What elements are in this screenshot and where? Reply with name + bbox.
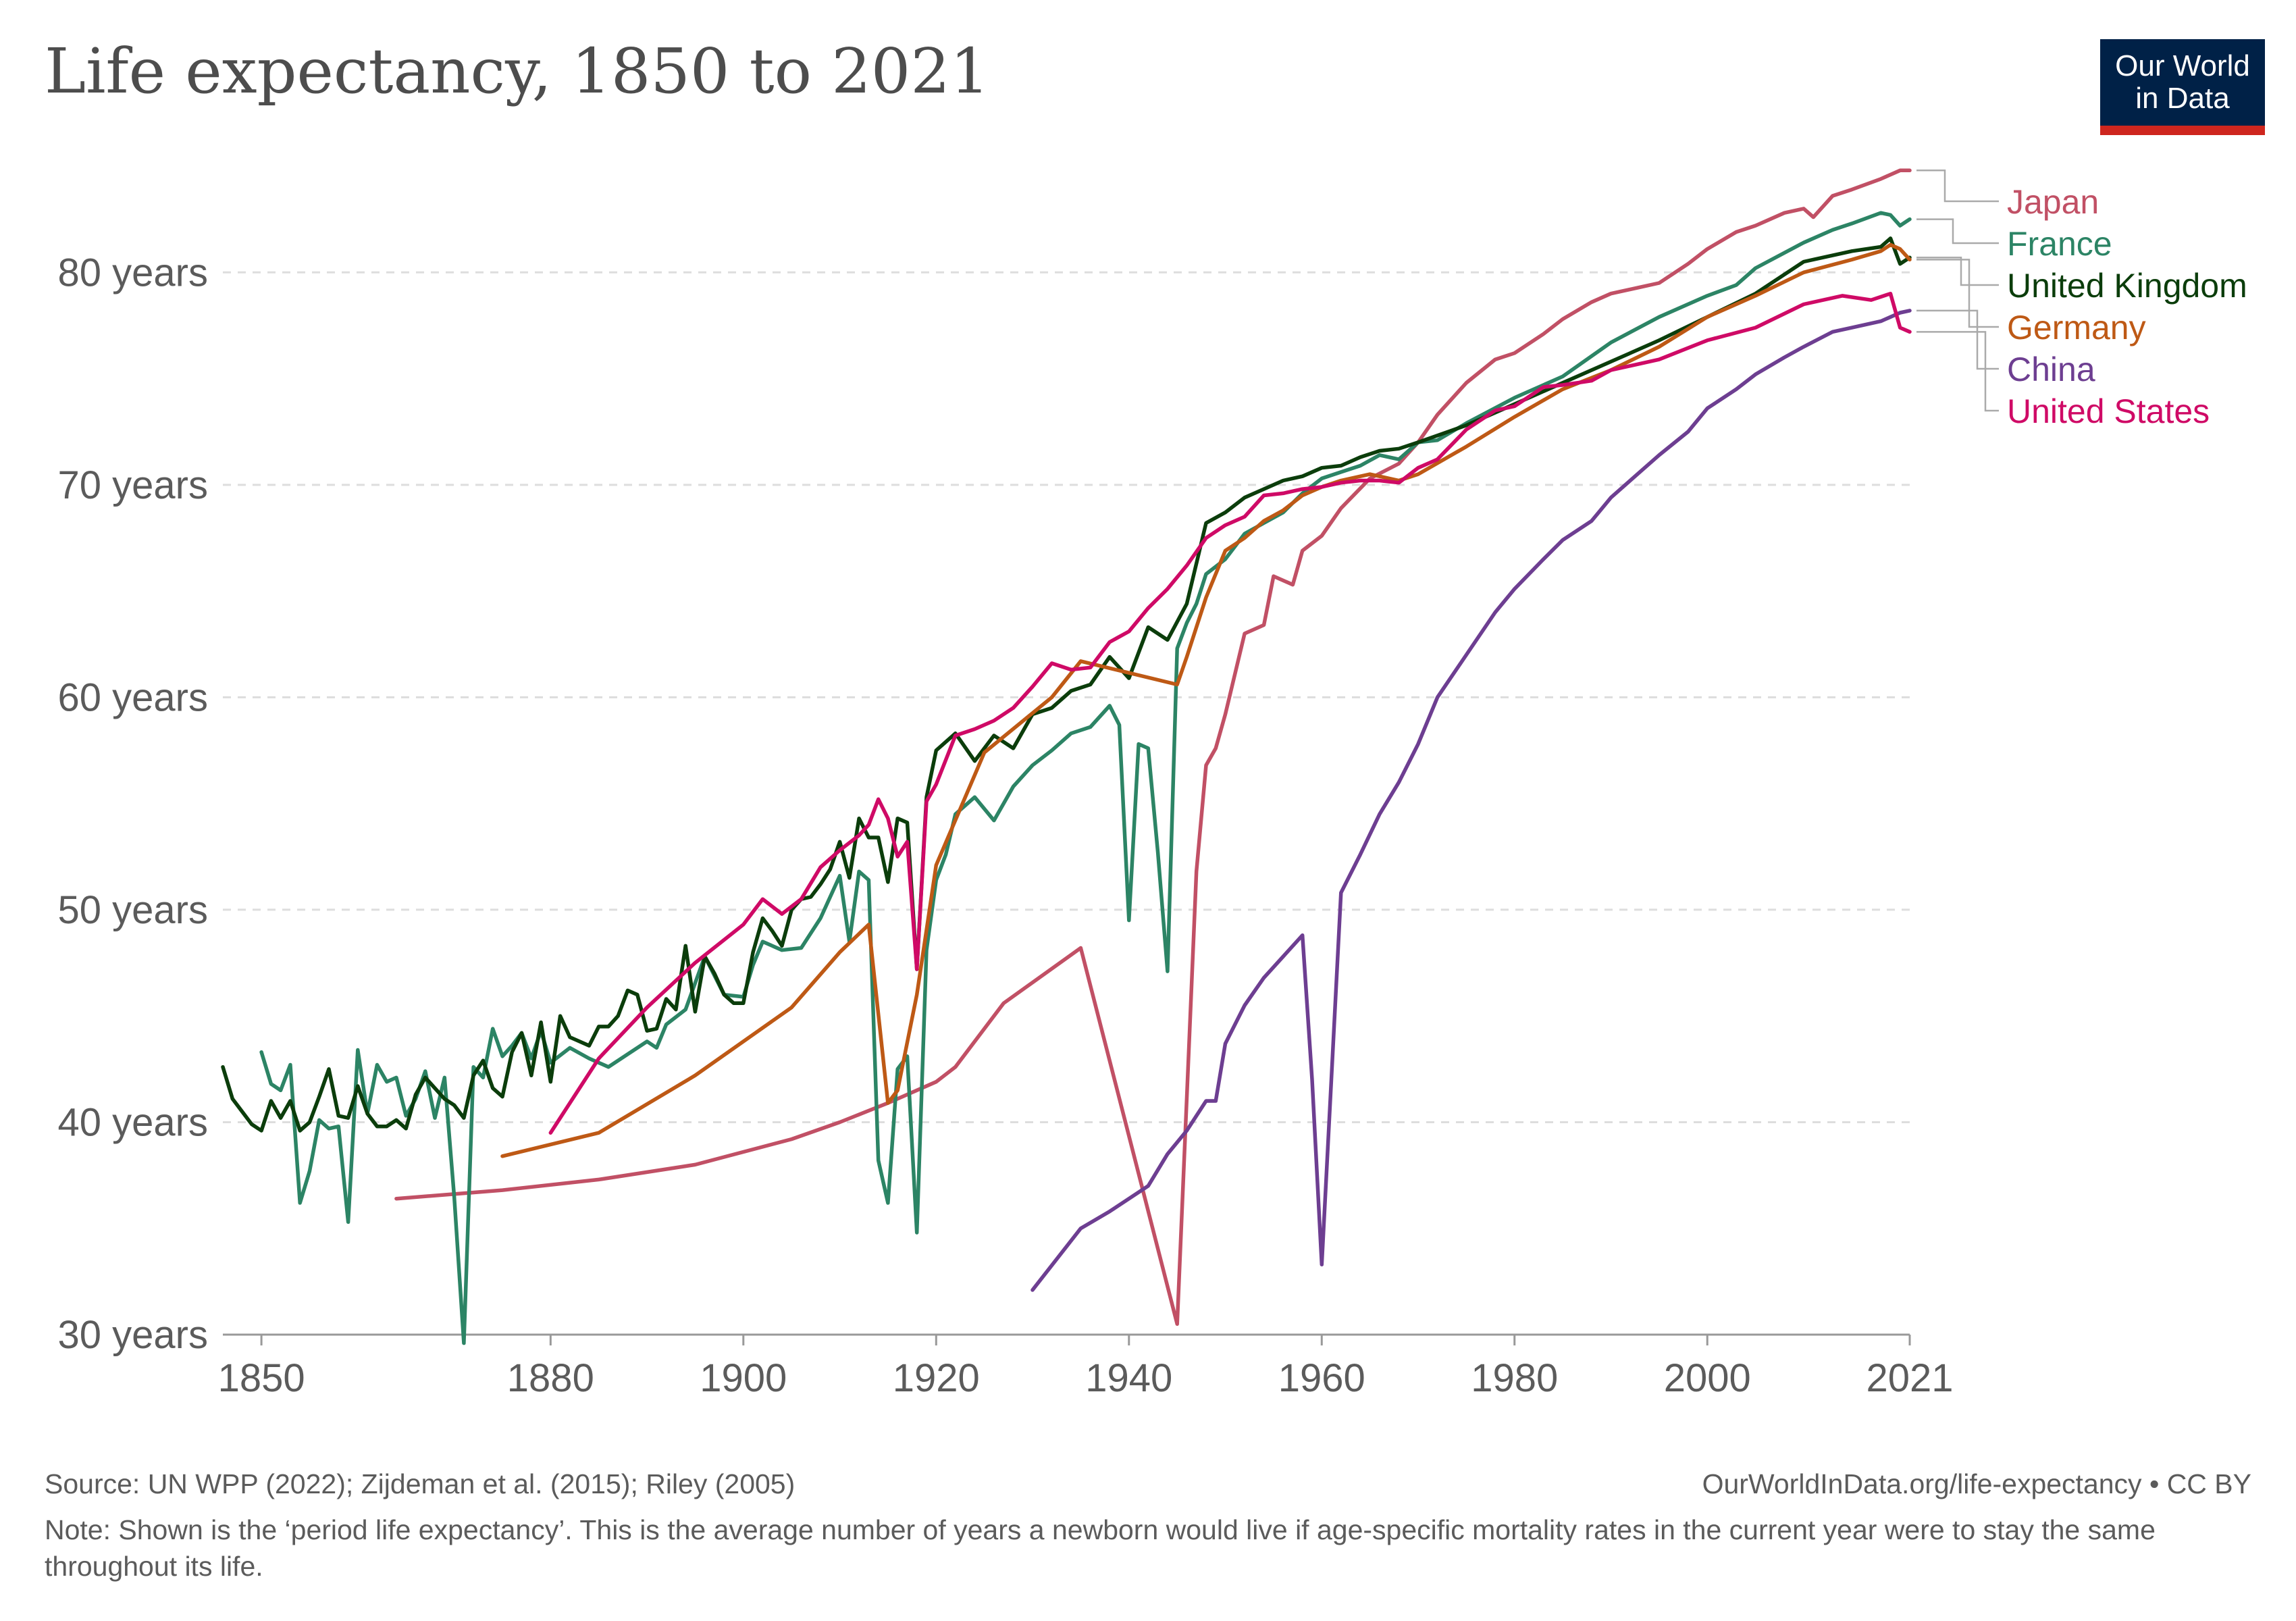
series-line-japan[interactable] xyxy=(394,168,1912,1327)
legend-connector xyxy=(1916,257,1999,286)
y-tick-label: 50 years xyxy=(58,888,208,932)
y-tick-label: 60 years xyxy=(58,675,208,719)
legend-label[interactable]: United States xyxy=(2007,392,2210,430)
x-tick-label: 1850 xyxy=(218,1356,305,1400)
chart-title: Life expectancy, 1850 to 2021 xyxy=(45,35,990,107)
legend-connector xyxy=(1916,309,1999,370)
x-tick-label: 1900 xyxy=(700,1356,787,1400)
legend: Japan France United Kingdom Germany China Uni… xyxy=(1916,170,2247,430)
series-line-china[interactable] xyxy=(1030,309,1912,1292)
legend-label[interactable]: United Kingdom xyxy=(2007,267,2247,305)
y-tick-label: 40 years xyxy=(58,1100,208,1144)
license-link[interactable]: OurWorldInData.org/life-expectancy • CC … xyxy=(1702,1468,2251,1499)
y-tick-label: 80 years xyxy=(58,251,208,294)
series-line-united-kingdom[interactable] xyxy=(221,236,1912,1133)
series-line-united-states[interactable] xyxy=(548,291,1912,1135)
source-note: Source: UN WPP (2022); Zijdeman et al. (… xyxy=(45,1468,795,1499)
legend-label[interactable]: Germany xyxy=(2007,309,2146,346)
legend-connector xyxy=(1916,218,1999,245)
definition-note: Note: Shown is the ‘period life expectan… xyxy=(45,1514,2156,1582)
series-lines xyxy=(221,168,1912,1345)
legend-label[interactable]: China xyxy=(2007,351,2095,388)
y-tick-label: 70 years xyxy=(58,463,208,507)
x-tick-label: 1960 xyxy=(1278,1356,1365,1400)
series-line-france[interactable] xyxy=(259,211,1912,1345)
x-tick-label: 1980 xyxy=(1471,1356,1558,1400)
owid-logo[interactable]: Our World in Data xyxy=(2100,39,2265,135)
legend-connector xyxy=(1916,259,1999,328)
x-tick-label: 2021 xyxy=(1866,1356,1953,1400)
logo-line-1: Our World xyxy=(2115,49,2250,82)
x-tick-label: 1920 xyxy=(893,1356,980,1400)
axes: 30 years 40 years 50 years 60 years 70 years… xyxy=(58,251,1954,1400)
grid-lines xyxy=(223,271,1910,1336)
series-line-germany[interactable] xyxy=(500,242,1912,1158)
x-tick-label: 1880 xyxy=(507,1356,594,1400)
legend-label[interactable]: France xyxy=(2007,225,2112,263)
legend-connector xyxy=(1916,170,1999,203)
legend-connector xyxy=(1916,331,1999,412)
logo-line-2: in Data xyxy=(2135,82,2230,115)
x-tick-label: 1940 xyxy=(1085,1356,1172,1400)
x-tick-label: 2000 xyxy=(1664,1356,1751,1400)
legend-label[interactable]: Japan xyxy=(2007,183,2099,221)
y-tick-label: 30 years xyxy=(58,1313,208,1357)
